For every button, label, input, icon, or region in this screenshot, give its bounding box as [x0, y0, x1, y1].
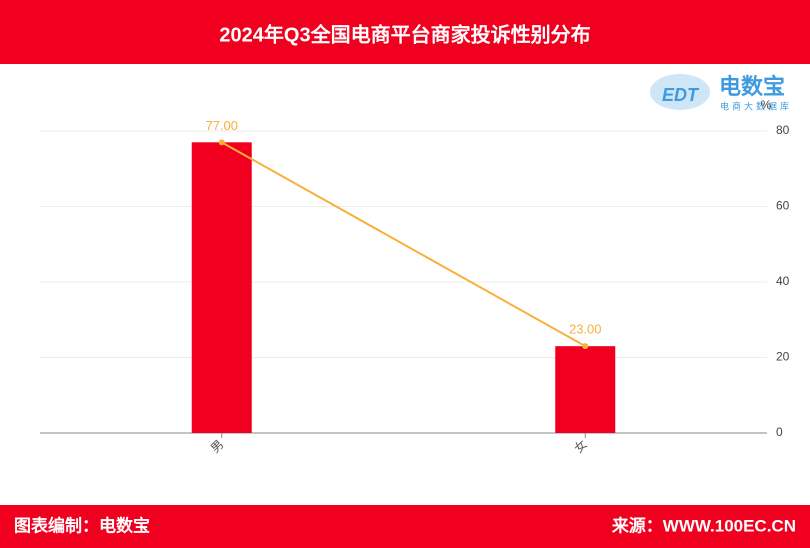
logo-cloud — [650, 74, 710, 110]
logo-mark: EDT — [662, 85, 700, 105]
y-tick-label: 80 — [776, 123, 790, 137]
data-label: 77.00 — [205, 118, 238, 133]
logo-tagline: 电商大数据库 — [720, 100, 792, 111]
line-point — [582, 343, 589, 350]
bar — [191, 142, 252, 433]
line — [221, 141, 586, 348]
bar — [555, 346, 616, 433]
line-point — [218, 139, 225, 146]
y-tick-label: 40 — [776, 274, 790, 288]
header-band — [0, 0, 810, 64]
y-tick-label: 20 — [776, 350, 790, 364]
data-label: 23.00 — [569, 322, 602, 337]
logo-name: 电数宝 — [719, 74, 785, 99]
logo: EDT 电数宝 电商大数据库 — [650, 74, 792, 111]
footer-left: 图表编制：电数宝 — [14, 515, 150, 535]
chart-title: 2024年Q3全国电商平台商家投诉性别分布 — [219, 22, 590, 46]
footer-right: 来源：WWW.100EC.CN — [611, 515, 796, 535]
y-unit: % — [761, 98, 772, 112]
footer-band — [0, 505, 810, 548]
y-tick-label: 0 — [776, 425, 783, 439]
y-tick-label: 60 — [776, 199, 790, 213]
